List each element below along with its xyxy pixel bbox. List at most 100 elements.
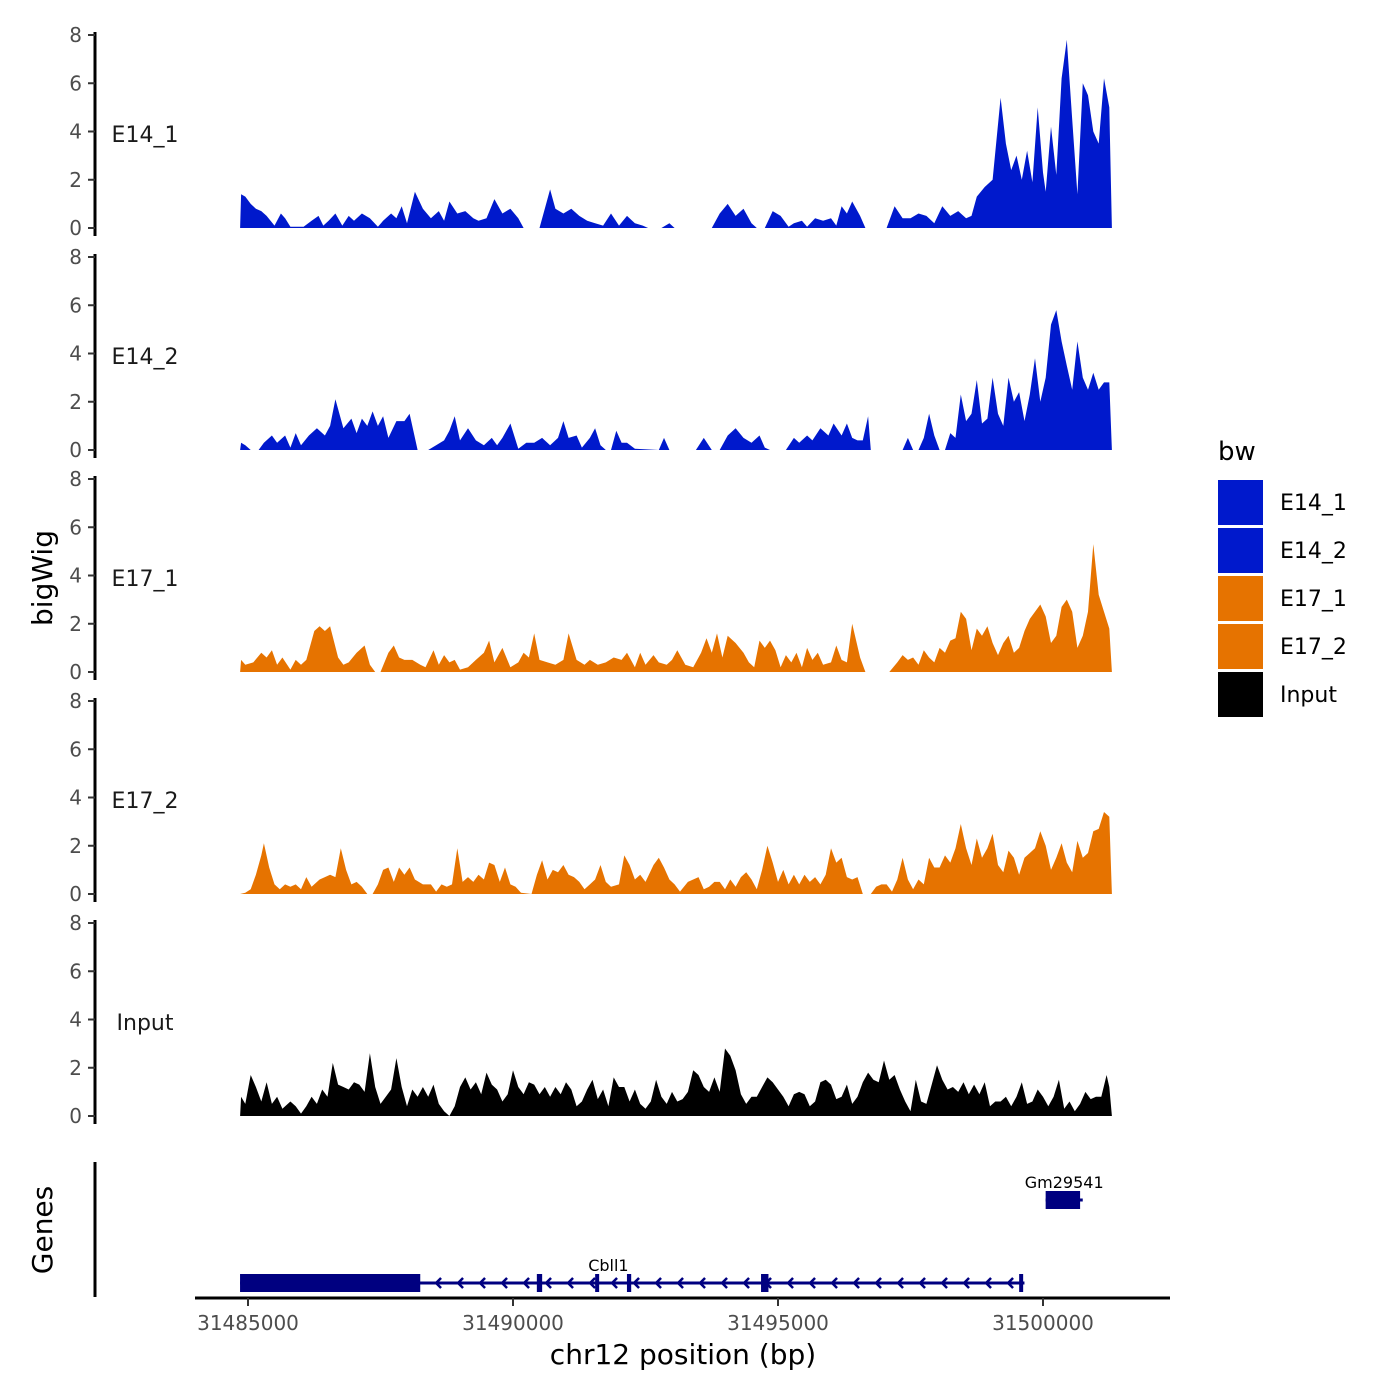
y-tick-label: 4: [69, 120, 82, 144]
legend-label: E17_2: [1280, 635, 1347, 660]
track-label: Input: [117, 1011, 174, 1036]
legend-item-input: Input: [1218, 672, 1337, 717]
legend: bw E14_1 E14_2 E17_1 E17_2 Input: [1218, 437, 1347, 717]
y-tick-label: 0: [69, 660, 82, 684]
x-tick-label: 31490000: [462, 1311, 564, 1335]
strand-arrow: [962, 1277, 970, 1289]
strand-arrow: [1006, 1277, 1014, 1289]
gene-cbll1: Cbll1: [240, 1256, 1025, 1292]
legend-label: E17_1: [1280, 587, 1347, 612]
gene-exon: [761, 1274, 769, 1292]
strand-arrow: [566, 1277, 574, 1289]
y-tick-label: 0: [69, 438, 82, 462]
gene-gm29541: Gm29541: [1025, 1173, 1104, 1209]
y-tick-label: 8: [69, 23, 82, 47]
x-tick-label: 31485000: [197, 1311, 299, 1335]
track-e17-2: 0 2 4 6 8 E17_2: [69, 689, 1112, 906]
coverage-area: [240, 1048, 1112, 1116]
strand-arrow: [478, 1277, 486, 1289]
y-tick-label: 4: [69, 786, 82, 810]
gene-exon: [240, 1274, 421, 1292]
coverage-area: [240, 544, 1112, 672]
track-label: E14_1: [112, 123, 179, 148]
gene-exon: [1045, 1191, 1081, 1209]
legend-swatch: [1218, 624, 1263, 669]
track-label: E17_1: [112, 567, 179, 592]
strand-arrow: [786, 1277, 794, 1289]
legend-item-e17-1: E17_1: [1218, 576, 1347, 621]
coverage-tracks: 0 2 4 6 8 E14_1 0 2 4 6 8 E14_2 0 2 4 6 8 E17_1 0 2 4 6 8 E17_2…: [69, 23, 1112, 1128]
legend-label: E14_1: [1280, 491, 1347, 516]
genes-axis-title: Genes: [26, 1186, 59, 1274]
y-tick-label: 2: [69, 834, 82, 858]
y-tick-label: 8: [69, 689, 82, 713]
track-e14-1: 0 2 4 6 8 E14_1: [69, 23, 1112, 240]
strand-arrow: [720, 1277, 728, 1289]
y-tick-label: 6: [69, 71, 82, 95]
legend-label: E14_2: [1280, 539, 1347, 564]
strand-arrow: [434, 1277, 442, 1289]
y-tick-label: 2: [69, 390, 82, 414]
gene-label: Cbll1: [588, 1256, 628, 1275]
track-e14-2: 0 2 4 6 8 E14_2: [69, 245, 1112, 462]
strand-arrow: [588, 1277, 596, 1289]
y-tick-label: 6: [69, 959, 82, 983]
y-tick-label: 4: [69, 1008, 82, 1032]
strand-arrow: [676, 1277, 684, 1289]
strand-arrow: [654, 1277, 662, 1289]
track-label: E14_2: [112, 345, 179, 370]
y-tick-label: 0: [69, 1104, 82, 1128]
coverage-area: [240, 812, 1112, 894]
y-tick-label: 4: [69, 564, 82, 588]
y-tick-label: 2: [69, 1056, 82, 1080]
x-axis-title: chr12 position (bp): [550, 1338, 816, 1371]
coverage-area: [240, 39, 1112, 228]
legend-swatch: [1218, 480, 1263, 525]
y-tick-label: 6: [69, 737, 82, 761]
y-tick-label: 8: [69, 911, 82, 935]
gene-exon: [626, 1274, 632, 1292]
gene-exon: [595, 1274, 600, 1292]
x-axis: 31485000 31490000 31495000 31500000: [195, 1296, 1170, 1335]
legend-item-e14-1: E14_1: [1218, 480, 1347, 525]
legend-swatch: [1218, 576, 1263, 621]
strand-arrow: [874, 1277, 882, 1289]
strand-arrow: [808, 1277, 816, 1289]
legend-item-e17-2: E17_2: [1218, 624, 1347, 669]
legend-swatch: [1218, 672, 1263, 717]
track-label: E17_2: [112, 789, 179, 814]
strand-arrow: [698, 1277, 706, 1289]
strand-arrow: [918, 1277, 926, 1289]
strand-arrow: [632, 1277, 640, 1289]
gene-exon: [536, 1274, 543, 1292]
legend-label: Input: [1280, 683, 1337, 708]
y-axis-title: bigWig: [26, 530, 59, 626]
x-tick-label: 31500000: [992, 1311, 1094, 1335]
y-tick-label: 0: [69, 216, 82, 240]
strand-arrow: [896, 1277, 904, 1289]
track-input: 0 2 4 6 8 Input: [69, 911, 1112, 1128]
y-tick-label: 8: [69, 245, 82, 269]
strand-arrow: [500, 1277, 508, 1289]
gene-exon: [1019, 1274, 1024, 1292]
y-tick-label: 2: [69, 168, 82, 192]
legend-title: bw: [1218, 437, 1256, 467]
strand-arrow: [522, 1277, 530, 1289]
legend-item-e14-2: E14_2: [1218, 528, 1347, 573]
y-tick-label: 6: [69, 293, 82, 317]
gene-label: Gm29541: [1025, 1173, 1104, 1192]
strand-arrow: [830, 1277, 838, 1289]
genes-panel: Cbll1 Gm29541: [93, 1162, 1104, 1297]
legend-swatch: [1218, 528, 1263, 573]
x-tick-label: 31495000: [727, 1311, 829, 1335]
y-tick-label: 0: [69, 882, 82, 906]
y-tick-label: 4: [69, 342, 82, 366]
strand-arrow: [456, 1277, 464, 1289]
strand-arrow: [940, 1277, 948, 1289]
strand-arrow: [544, 1277, 552, 1289]
strand-arrow: [610, 1277, 618, 1289]
coverage-area: [240, 310, 1112, 450]
strand-arrow: [852, 1277, 860, 1289]
y-tick-label: 8: [69, 467, 82, 491]
